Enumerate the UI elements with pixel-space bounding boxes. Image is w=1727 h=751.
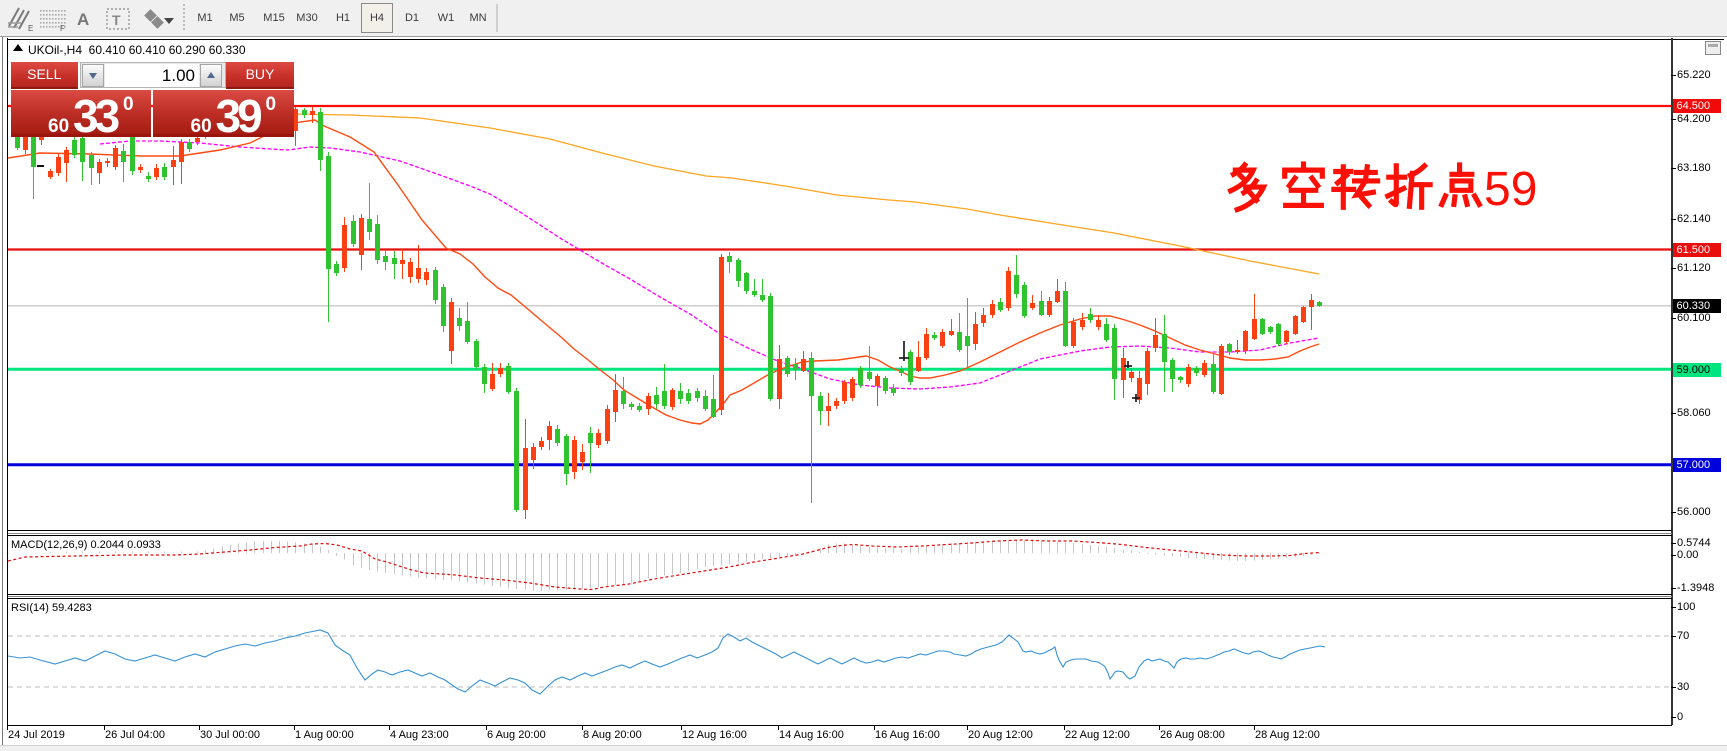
- svg-text:E: E: [28, 24, 33, 33]
- svg-text:F: F: [60, 24, 65, 33]
- svg-text:A: A: [77, 10, 89, 29]
- svg-text:59: 59: [1484, 163, 1537, 216]
- svg-text:T: T: [112, 12, 121, 28]
